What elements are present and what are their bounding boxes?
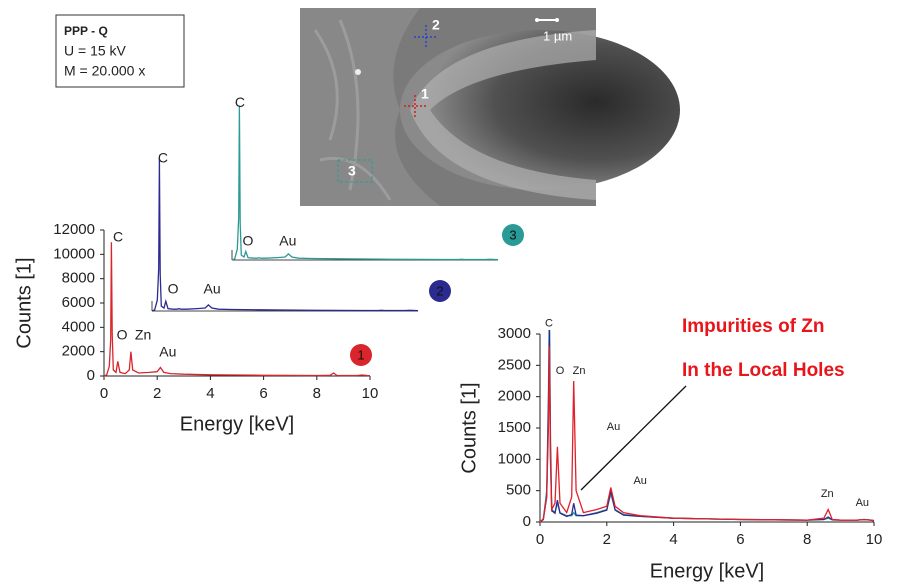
x-tick-label: 10 [362, 385, 379, 402]
y-tick-label: 2000 [62, 343, 95, 360]
y-axis-title: Counts [1] [13, 257, 35, 348]
legend-label: 1 [357, 347, 364, 362]
x-tick-label: 2 [603, 531, 611, 548]
info-line: M = 20.000 x [64, 63, 145, 79]
info-line: U = 15 kV [64, 43, 127, 59]
x-tick-label: 10 [866, 531, 883, 548]
info-line: PPP - Q [64, 24, 108, 38]
sem-marker: 2 [432, 17, 440, 33]
peak-label: Au [856, 497, 869, 509]
y-tick-label: 1000 [498, 450, 531, 467]
x-axis-title: Energy [keV] [180, 413, 295, 435]
x-axis-title: Energy [keV] [650, 560, 765, 582]
x-tick-label: 2 [153, 385, 161, 402]
peak-label: C [545, 317, 553, 329]
legend-label: 3 [509, 227, 516, 242]
y-tick-label: 4000 [62, 318, 95, 335]
y-tick-label: 2000 [498, 388, 531, 405]
sem-marker: 3 [348, 163, 356, 179]
peak-label: Zn [135, 327, 151, 343]
peak-label: Au [204, 281, 221, 297]
y-tick-label: 500 [506, 482, 531, 499]
sem-marker: 1 [421, 86, 429, 102]
peak-label: Zn [573, 365, 586, 377]
y-tick-label: 8000 [62, 270, 95, 287]
y-tick-label: 1500 [498, 419, 531, 436]
y-tick-label: 10000 [53, 245, 95, 262]
x-tick-label: 6 [736, 531, 744, 548]
x-tick-label: 8 [803, 531, 811, 548]
annotation: In the Local Holes [682, 360, 845, 381]
x-tick-label: 0 [100, 385, 108, 402]
sem-image [300, 8, 680, 206]
peak-label: Au [633, 475, 646, 487]
peak-label: O [556, 365, 565, 377]
y-tick-label: 12000 [53, 221, 95, 238]
y-tick-label: 6000 [62, 294, 95, 311]
scale-bar-label: 1 µm [543, 28, 572, 43]
peak-label: C [113, 229, 123, 245]
x-tick-label: 6 [259, 385, 267, 402]
peak-label: Au [607, 421, 620, 433]
peak-label: O [168, 281, 179, 297]
peak-label: Au [279, 233, 296, 249]
y-axis-title: Counts [1] [458, 382, 480, 473]
x-tick-label: 0 [536, 531, 544, 548]
y-tick-label: 0 [87, 367, 95, 384]
x-tick-label: 4 [206, 385, 214, 402]
y-tick-label: 3000 [498, 325, 531, 342]
peak-label: O [117, 327, 128, 343]
figure: PPP - Q U = 15 kV M = 20.000 x 2 1 3 1 µ… [0, 0, 921, 586]
peak-label: C [235, 94, 245, 110]
legend-label: 2 [436, 283, 443, 298]
y-tick-label: 2500 [498, 356, 531, 373]
x-tick-label: 8 [313, 385, 321, 402]
x-tick-label: 4 [669, 531, 677, 548]
peak-label: C [158, 150, 168, 166]
annotation: Impurities of Zn [682, 316, 825, 337]
peak-label: Zn [821, 488, 834, 500]
y-tick-label: 0 [523, 513, 531, 530]
peak-label: Au [159, 344, 176, 360]
peak-label: O [243, 233, 254, 249]
